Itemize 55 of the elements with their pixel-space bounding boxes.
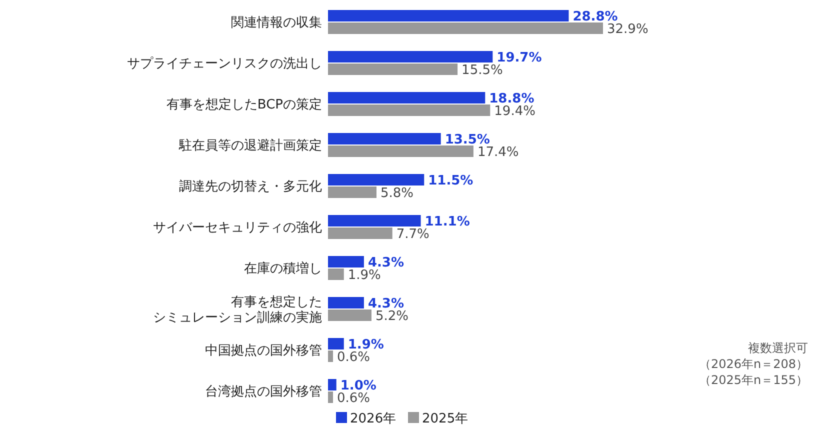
bar [328,104,490,116]
data-label: 11.5% [428,173,474,188]
bar [328,22,603,34]
bar [328,64,458,75]
bar [328,133,441,144]
data-label: 5.8% [380,186,414,201]
y-tick-label: 有事を想定したシミュレーション訓練の実施 [153,294,322,326]
data-label: 0.6% [337,390,370,406]
y-tick-label: サイバーセキュリティの強化 [153,220,322,236]
y-tick-label: 中国拠点の国外移管 [205,344,322,359]
legend-label: 2026年 [350,412,396,427]
bar [328,51,493,62]
bar [328,256,364,268]
bar [328,379,336,390]
data-label: 18.8% [489,91,534,106]
y-tick-label: 在庫の積増し [244,260,322,277]
data-label: 4.3% [368,255,404,270]
text: （2026年n＝208） [698,357,808,371]
y-tick-label: サプライチェーンリスクの洗出し [127,56,322,72]
data-label: 28.8% [572,9,618,24]
data-label: 4.3% [368,296,404,312]
text: （2025年n＝155） [698,373,808,387]
bar [328,10,569,22]
y-tick-label: 駐在員等の退避計画策定 [178,138,322,154]
bar [328,228,392,239]
legend-label: 2025年 [422,412,468,427]
y-tick-label: 有事を想定したBCPの策定 [166,98,322,113]
data-label: 32.9% [607,22,648,37]
data-label: 11.1% [424,214,470,230]
bar [328,146,474,157]
bar [328,186,376,198]
data-label: 1.0% [340,378,376,394]
bar [328,338,344,350]
bar [328,92,486,104]
bar [328,215,421,226]
bar [328,350,334,362]
y-tick-label: 関連情報の収集 [231,16,322,31]
data-label: 13.5% [444,132,490,148]
data-label: 5.2% [375,308,408,324]
data-label: 0.6% [337,350,370,365]
data-label: 15.5% [462,62,503,78]
data-label: 17.4% [477,144,519,160]
data-label: 7.7% [396,226,430,242]
bar [328,297,364,308]
y-tick-label: 台湾拠点の国外移管 [205,384,322,400]
data-label: 19.7% [496,50,542,66]
data-label: 1.9% [348,337,384,352]
bar [328,174,424,186]
y-tick-label: 調達先の切替え・多元化 [179,180,322,195]
data-label: 19.4% [494,104,536,119]
bar [328,310,372,321]
data-label: 1.9% [348,268,381,283]
bar [328,268,344,280]
text: 複数選択可 [748,341,808,355]
bar [328,392,334,403]
